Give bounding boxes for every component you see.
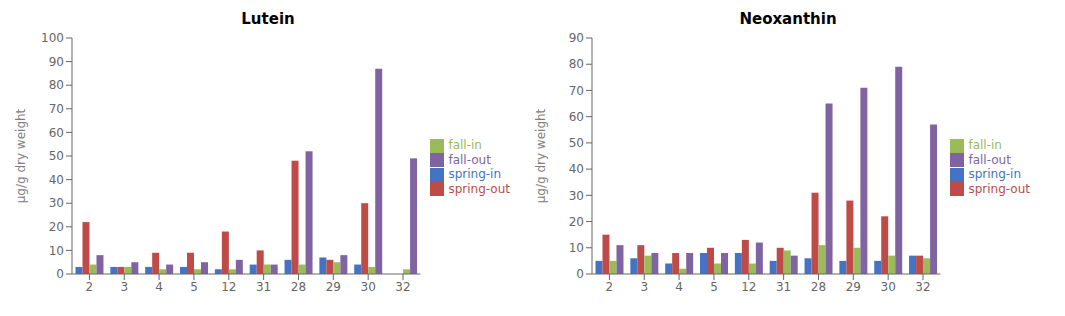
svg-text:12: 12 [741, 280, 756, 294]
svg-text:31: 31 [776, 280, 791, 294]
svg-text:0: 0 [56, 267, 64, 281]
svg-text:60: 60 [49, 126, 64, 140]
svg-text:70: 70 [49, 102, 64, 116]
svg-text:5: 5 [190, 280, 198, 294]
html-text:spring-in: spring-in [968, 167, 1022, 181]
svg-text:40: 40 [49, 173, 64, 187]
html-text:spring-in: spring-in [448, 167, 502, 181]
svg-text:32: 32 [395, 280, 410, 294]
svg-text:31: 31 [256, 280, 271, 294]
svg-text:12: 12 [221, 280, 236, 294]
svg-text:60: 60 [569, 110, 584, 124]
svg-text:90: 90 [49, 55, 64, 69]
svg-text:4: 4 [675, 280, 683, 294]
svg-text:29: 29 [326, 280, 341, 294]
svg-text:80: 80 [49, 78, 64, 92]
html-text:fall-in: fall-in [968, 138, 1002, 152]
svg-text:100: 100 [41, 31, 64, 45]
html-text:spring-out: spring-out [968, 181, 1030, 196]
svg-text:10: 10 [49, 244, 64, 258]
svg-text:28: 28 [811, 280, 826, 294]
svg-text:50: 50 [49, 149, 64, 163]
svg-text:30: 30 [49, 196, 64, 210]
svg-text:70: 70 [569, 84, 584, 98]
svg-text:30: 30 [881, 280, 896, 294]
html-text:fall-out: fall-out [448, 152, 491, 167]
svg-text:μg/g dry weight: μg/g dry weight [14, 108, 28, 203]
svg-text:30: 30 [569, 189, 584, 203]
svg-text:3: 3 [640, 280, 648, 294]
html-text:spring-out: spring-out [448, 181, 510, 196]
svg-text:4: 4 [155, 280, 163, 294]
svg-text:20: 20 [49, 220, 64, 234]
svg-text:μg/g dry weight: μg/g dry weight [534, 108, 548, 203]
svg-text:0: 0 [576, 267, 584, 281]
svg-text:30: 30 [361, 280, 376, 294]
svg-text:10: 10 [569, 241, 584, 255]
svg-text:32: 32 [915, 280, 930, 294]
html-text:Neoxanthin: Neoxanthin [739, 10, 837, 28]
svg-text:50: 50 [569, 136, 584, 150]
svg-text:28: 28 [291, 280, 306, 294]
svg-text:29: 29 [846, 280, 861, 294]
svg-text:2: 2 [606, 280, 614, 294]
html-text:Lutein: Lutein [241, 10, 295, 28]
svg-text:40: 40 [569, 162, 584, 176]
svg-text:3: 3 [120, 280, 128, 294]
svg-text:5: 5 [710, 280, 718, 294]
html-text:fall-in: fall-in [448, 138, 482, 152]
svg-text:90: 90 [569, 31, 584, 45]
html-text:fall-out: fall-out [968, 152, 1011, 167]
svg-text:20: 20 [569, 215, 584, 229]
svg-text:2: 2 [86, 280, 94, 294]
svg-text:80: 80 [569, 57, 584, 71]
